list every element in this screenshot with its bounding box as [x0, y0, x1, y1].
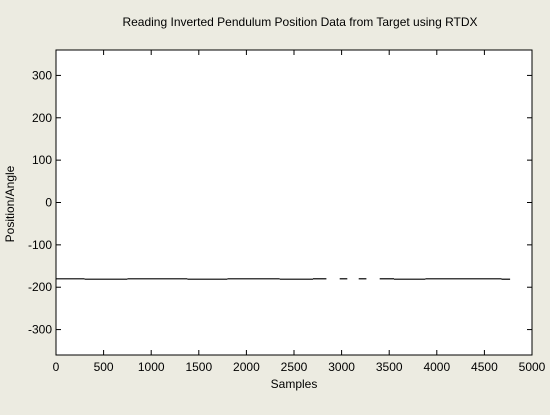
plot-area: [55, 49, 533, 356]
x-tick-label: 5000: [519, 360, 546, 374]
x-tick-label: 2000: [233, 360, 260, 374]
y-axis: -300 -200 -100 0 100 200 300: [28, 68, 532, 337]
x-tick-label: 2500: [281, 360, 308, 374]
y-tick-label: -100: [28, 238, 52, 252]
x-tick-label: 4000: [423, 360, 450, 374]
x-tick-label: 500: [94, 360, 114, 374]
x-axis: 0 500 1000 1500 2000 2500 3000 3500 4000 4500 5000: [53, 50, 546, 374]
y-tick-label: 0: [45, 196, 52, 210]
x-tick-label: 4500: [471, 360, 498, 374]
y-tick-label: 100: [32, 153, 52, 167]
x-tick-label: 3500: [376, 360, 403, 374]
x-tick-label: 0: [53, 360, 60, 374]
x-axis-label: Samples: [271, 377, 318, 391]
x-tick-label: 1500: [185, 360, 212, 374]
y-tick-label: -300: [28, 323, 52, 337]
y-tick-label: 200: [32, 111, 52, 125]
y-axis-label: Position/Angle: [3, 165, 17, 242]
x-tick-label: 1000: [138, 360, 165, 374]
y-tick-label: 300: [32, 68, 52, 82]
y-tick-label: -200: [28, 280, 52, 294]
x-tick-label: 3000: [328, 360, 355, 374]
chart-title: Reading Inverted Pendulum Position Data …: [122, 15, 477, 29]
